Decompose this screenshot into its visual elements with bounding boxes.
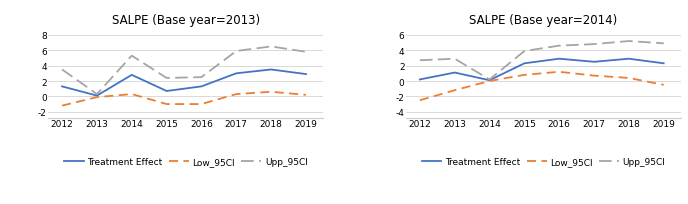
Low_95CI (590, 75, 598, 78)
Treatment Effect (197, 86, 206, 88)
Treatment Effect (267, 69, 275, 71)
Low_95CI (555, 71, 563, 74)
Low_95CI (162, 103, 171, 106)
Upp_95CI (197, 76, 206, 79)
Treatment Effect (128, 74, 136, 77)
Low_95CI (302, 94, 310, 97)
Legend: Treatment Effect, Low_95CI, Upp_95CI: Treatment Effect, Low_95CI, Upp_95CI (422, 158, 665, 167)
Treatment Effect (555, 58, 563, 61)
Upp_95CI (555, 45, 563, 48)
Upp_95CI (162, 77, 171, 80)
Low_95CI (451, 90, 459, 92)
Upp_95CI (128, 55, 136, 58)
Low_95CI (486, 80, 494, 83)
Low_95CI (128, 93, 136, 96)
Title: SALPE (Base year=2014): SALPE (Base year=2014) (469, 14, 618, 27)
Upp_95CI (58, 69, 66, 71)
Upp_95CI (302, 51, 310, 54)
Line: Treatment Effect: Treatment Effect (62, 70, 306, 96)
Upp_95CI (625, 41, 633, 43)
Treatment Effect (590, 61, 598, 64)
Title: SALPE (Base year=2013): SALPE (Base year=2013) (111, 14, 260, 27)
Upp_95CI (486, 79, 494, 81)
Upp_95CI (93, 93, 101, 96)
Upp_95CI (520, 51, 528, 53)
Upp_95CI (660, 43, 668, 45)
Treatment Effect (416, 79, 424, 81)
Low_95CI (93, 96, 101, 99)
Line: Upp_95CI: Upp_95CI (62, 47, 306, 95)
Low_95CI (416, 100, 424, 102)
Upp_95CI (451, 58, 459, 61)
Upp_95CI (267, 46, 275, 48)
Treatment Effect (232, 73, 240, 75)
Treatment Effect (451, 72, 459, 74)
Treatment Effect (520, 63, 528, 65)
Low_95CI (232, 93, 240, 96)
Upp_95CI (590, 44, 598, 46)
Treatment Effect (58, 86, 66, 88)
Treatment Effect (625, 58, 633, 61)
Upp_95CI (232, 51, 240, 53)
Low_95CI (660, 84, 668, 87)
Line: Treatment Effect: Treatment Effect (420, 59, 664, 81)
Treatment Effect (302, 73, 310, 76)
Treatment Effect (162, 90, 171, 93)
Line: Upp_95CI: Upp_95CI (420, 42, 664, 80)
Legend: Treatment Effect, Low_95CI, Upp_95CI: Treatment Effect, Low_95CI, Upp_95CI (64, 158, 308, 167)
Line: Low_95CI: Low_95CI (420, 72, 664, 101)
Low_95CI (58, 105, 66, 107)
Low_95CI (625, 77, 633, 80)
Low_95CI (267, 91, 275, 93)
Upp_95CI (416, 60, 424, 62)
Treatment Effect (93, 95, 101, 97)
Low_95CI (197, 103, 206, 106)
Treatment Effect (660, 63, 668, 65)
Line: Low_95CI: Low_95CI (62, 92, 306, 106)
Treatment Effect (486, 80, 494, 82)
Low_95CI (520, 74, 528, 77)
